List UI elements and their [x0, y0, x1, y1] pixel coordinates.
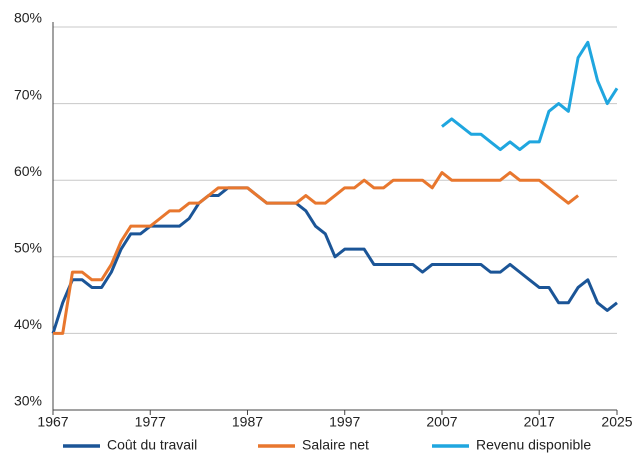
x-tick-label: 2007	[426, 414, 457, 430]
y-tick-label: 80%	[14, 10, 42, 26]
series-line	[441, 40, 619, 152]
x-tick-label: 2025	[601, 414, 632, 430]
x-tick-label: 1977	[135, 414, 166, 430]
series-line	[53, 171, 580, 335]
y-tick-label: 40%	[14, 316, 42, 332]
legend-label: Salaire net	[302, 437, 369, 453]
x-tick-label: 2017	[524, 414, 555, 430]
x-tick-label: 1987	[232, 414, 263, 430]
y-tick-label: 50%	[14, 240, 42, 256]
legend-label: Revenu disponible	[476, 437, 591, 453]
legend-label: Coût du travail	[107, 437, 197, 453]
y-tick-label: 60%	[14, 163, 42, 179]
y-tick-label: 70%	[14, 86, 42, 102]
series-line	[51, 186, 618, 334]
x-tick-label: 1997	[329, 414, 360, 430]
y-tick-label: 30%	[14, 393, 42, 409]
x-tick-label: 1967	[37, 414, 68, 430]
